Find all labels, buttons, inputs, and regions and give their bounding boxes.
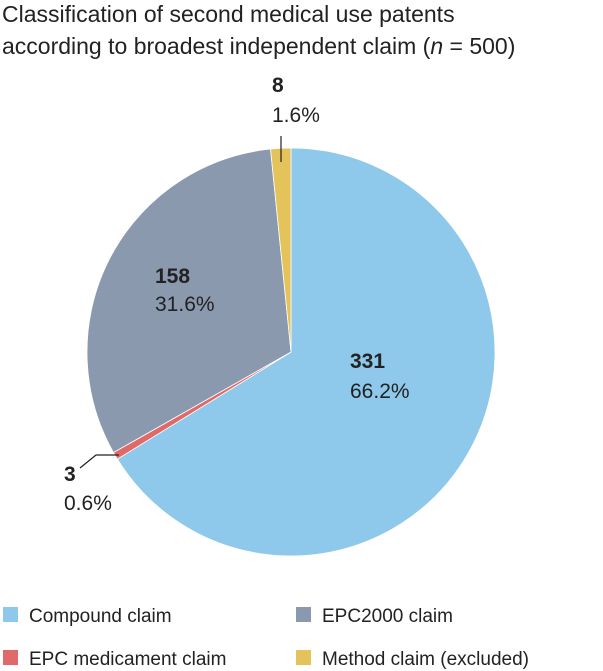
legend-swatch [296,607,311,622]
percent-label: 0.6% [64,492,112,515]
title-line: according to broadest independent claim … [2,33,431,59]
legend-label: EPC medicament claim [29,649,226,670]
count-label: 3 [64,463,76,486]
legend-label: Method claim (excluded) [322,649,529,670]
legend-swatch [296,650,311,665]
title-line: = 500) [443,33,515,59]
count-label: 8 [272,74,284,97]
legend-label: EPC2000 claim [322,606,453,627]
title-line: Classification of second medical use pat… [2,1,455,27]
count-label: 331 [350,350,385,373]
legend-swatch [3,607,18,622]
pie-slice [116,147,496,557]
legend-label: Compound claim [29,606,172,627]
title-italic: n [430,33,443,59]
percent-label: 66.2% [350,380,410,403]
chart-title: according to broadest independent claim … [2,33,515,59]
legend-swatch [3,650,18,665]
chart-title: Classification of second medical use pat… [2,1,455,27]
percent-label: 31.6% [155,293,215,316]
pie-slice [86,148,292,454]
leader-line [79,454,119,469]
percent-label: 1.6% [272,104,320,127]
count-label: 158 [155,265,190,288]
